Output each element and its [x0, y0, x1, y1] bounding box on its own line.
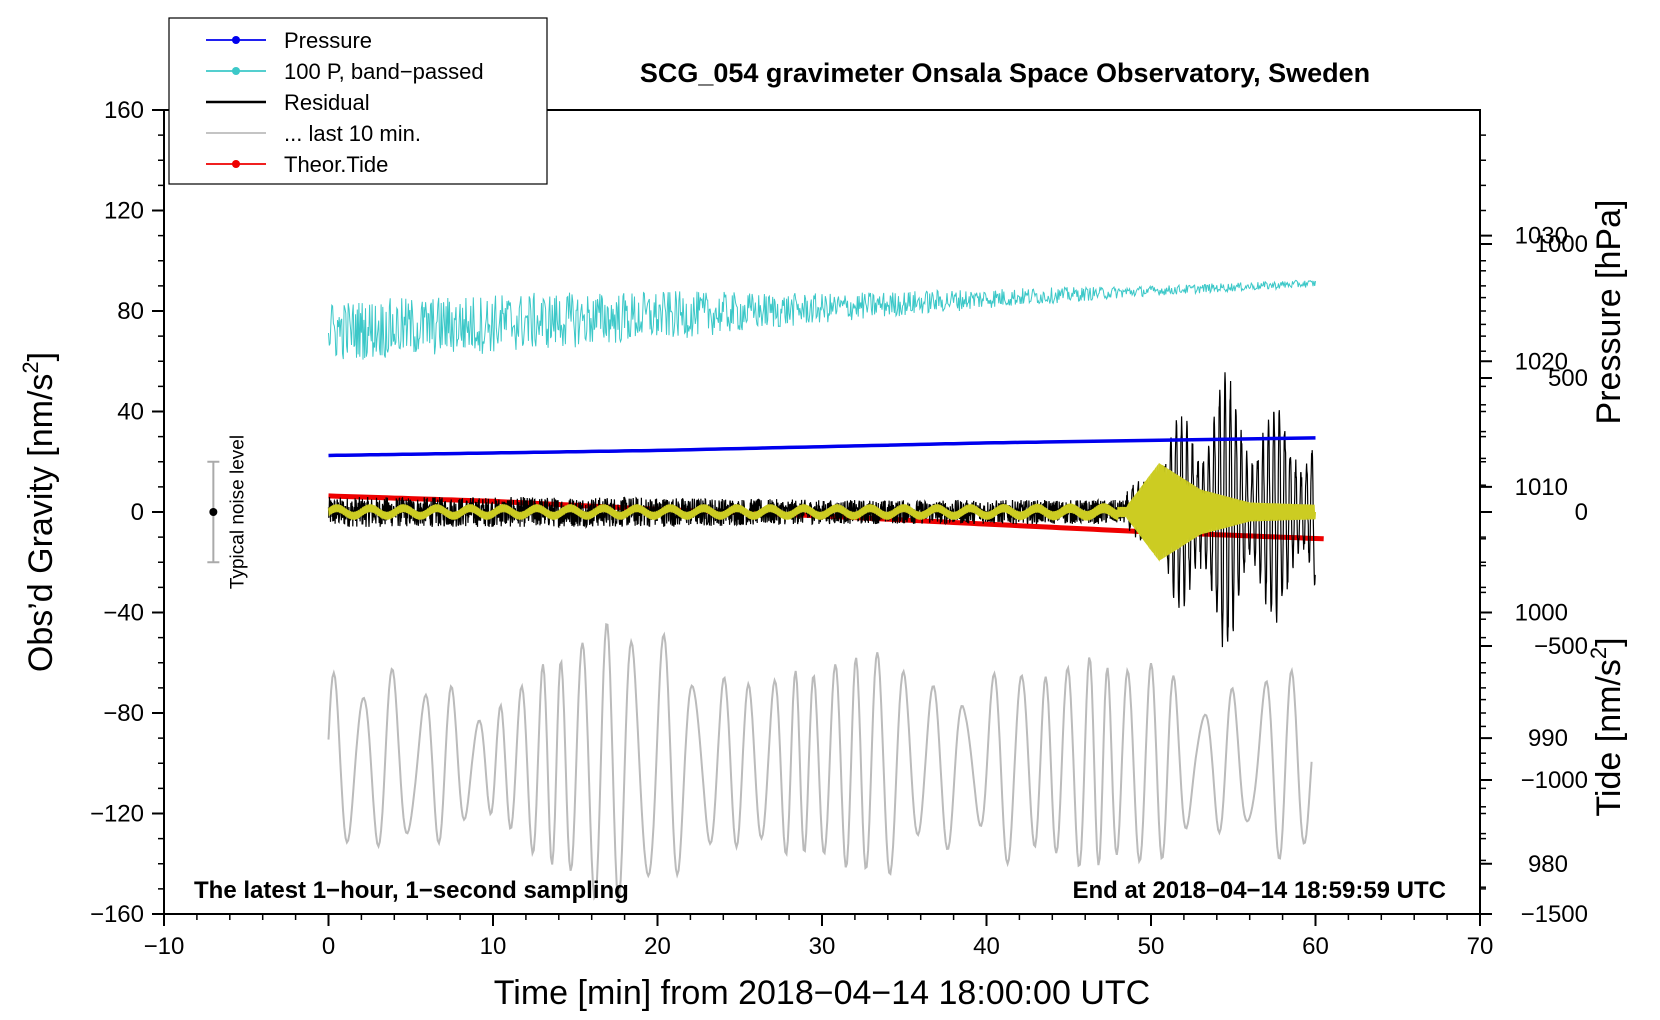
- y-left-tick-label-4: 0: [131, 499, 144, 526]
- noise-level-indicator: Typical noise level: [207, 435, 248, 589]
- y-axis-title-tide: Tide [nm/s2]: [1586, 637, 1628, 816]
- y-left-tick-label-6: −80: [103, 700, 144, 727]
- y-left-tick-label-2: 80: [117, 298, 144, 325]
- annotation-end-time: End at 2018−04−14 18:59:59 UTC: [1072, 877, 1446, 904]
- y-axis-title-gravity-sup: 2: [18, 361, 43, 373]
- legend-marker-1: [232, 67, 240, 75]
- series-layer: [327, 279, 1324, 903]
- ticks-layer: −10 0 10 20 30 40 50 60 7016012080400−40−80−120−…: [90, 97, 1588, 960]
- tide-tick-label-2: 0: [1575, 499, 1588, 526]
- pressure-tick-label-2: 1010: [1515, 474, 1568, 501]
- y-axis-title-tide-end: ]: [1590, 637, 1628, 646]
- pressure-tick-label-1: 1020: [1515, 348, 1568, 375]
- tide-tick-label-0: 1000: [1535, 231, 1588, 258]
- series-bandpassed-residual-line: [328, 462, 1316, 562]
- legend-marker-0: [232, 36, 240, 44]
- x-tick-label-7: 60: [1302, 933, 1329, 960]
- noise-level-label: Typical noise level: [227, 435, 248, 589]
- x-tick-label-5: 40: [973, 933, 1000, 960]
- y-axis-title-tide-main: Tide [nm/s: [1590, 659, 1628, 816]
- y-left-tick-label-8: −160: [90, 901, 144, 928]
- y-axis-title-gravity-end: ]: [22, 352, 60, 361]
- x-tick-label-6: 50: [1138, 933, 1165, 960]
- pressure-tick-label-4: 990: [1528, 725, 1568, 752]
- y-left-tick-label-0: 160: [104, 97, 144, 124]
- annotation-latest-hour: The latest 1−hour, 1−second sampling: [194, 877, 629, 904]
- y-left-tick-label-5: −40: [103, 600, 144, 627]
- legend-label-1: 100 P, band−passed: [284, 59, 484, 84]
- tide-tick-label-4: −1000: [1521, 767, 1588, 794]
- legend-label-3: ... last 10 min.: [284, 121, 421, 146]
- y-axis-title-gravity-main: Obs’d Gravity [nm/s: [22, 374, 60, 673]
- x-tick-label-3: 20: [644, 933, 671, 960]
- y-left-tick-label-7: −120: [90, 801, 144, 828]
- y-axis-title-pressure: Pressure [hPa]: [1590, 200, 1628, 425]
- y-left-tick-label-3: 40: [117, 399, 144, 426]
- y-axis-title-tide-sup: 2: [1586, 647, 1611, 659]
- legend: Pressure 100 P, band−passed Residual ... la…: [168, 17, 548, 185]
- series-pressure-line: [328, 436, 1316, 458]
- x-axis-title: Time [min] from 2018−04−14 18:00:00 UTC: [494, 974, 1150, 1012]
- pressure-tick-label-5: 980: [1528, 851, 1568, 878]
- legend-label-0: Pressure: [284, 28, 372, 53]
- pressure-tick-label-0: 1030: [1515, 223, 1568, 250]
- x-tick-label-8: 70: [1467, 933, 1494, 960]
- y-axis-title-gravity: Obs’d Gravity [nm/s2]: [18, 352, 60, 672]
- series-last-10-min-line: [327, 622, 1313, 903]
- series-100p-bandpassed-line: [328, 279, 1316, 360]
- x-tick-label-2: 10: [480, 933, 507, 960]
- legend-label-2: Residual: [284, 90, 370, 115]
- x-tick-label-0: −10: [144, 933, 185, 960]
- tide-tick-label-1: 500: [1548, 365, 1588, 392]
- legend-marker-4: [232, 160, 240, 168]
- pressure-tick-label-3: 1000: [1515, 600, 1568, 627]
- tide-tick-label-3: −500: [1534, 633, 1588, 660]
- tide-tick-label-5: −1500: [1521, 901, 1588, 928]
- legend-label-4: Theor.Tide: [284, 152, 388, 177]
- y-left-tick-label-1: 120: [104, 198, 144, 225]
- chart-title: SCG_054 gravimeter Onsala Space Observat…: [640, 58, 1370, 88]
- x-tick-label-4: 30: [809, 933, 836, 960]
- x-tick-label-1: 0: [322, 933, 335, 960]
- noise-level-dot: [209, 508, 218, 516]
